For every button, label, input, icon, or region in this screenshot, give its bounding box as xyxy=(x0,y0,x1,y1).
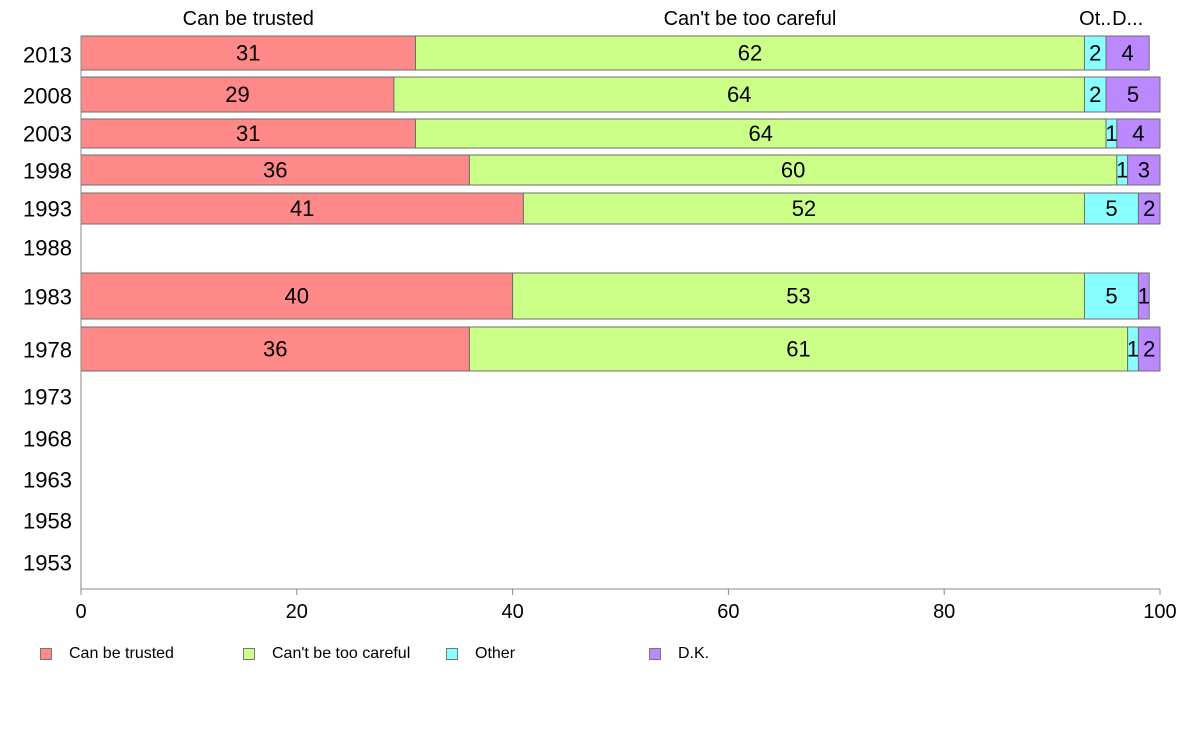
legend-swatch-other xyxy=(446,648,458,660)
value-label-other-1993: 5 xyxy=(1105,196,1117,221)
bar-d-k-1998 xyxy=(1127,154,1161,186)
x-tick-label-40: 40 xyxy=(501,601,523,623)
x-tick-label-60: 60 xyxy=(717,601,739,623)
bar-can-be-trusted-2013 xyxy=(80,35,416,71)
value-label-can-be-trusted-1998: 36 xyxy=(263,158,287,183)
bar-can-be-trusted-2008 xyxy=(80,76,395,113)
bar-other-1993 xyxy=(1083,192,1139,225)
category-label-1958: 1958 xyxy=(23,509,72,534)
value-label-can-t-be-too-careful-1993: 52 xyxy=(792,196,816,221)
bar-can-t-be-too-careful-1983 xyxy=(512,272,1085,320)
bar-can-be-trusted-1978 xyxy=(80,326,470,372)
x-tick-label-20: 20 xyxy=(286,601,308,623)
category-label-1953: 1953 xyxy=(23,551,72,576)
value-label-d-k-1978: 2 xyxy=(1143,337,1155,362)
legend-item-other: Other xyxy=(446,644,515,664)
stacked-bar-chart: Can be trusted Can't be too careful Ot.. D.… xyxy=(23,8,1177,623)
bar-other-1983 xyxy=(1083,272,1139,320)
legend-label: D.K. xyxy=(678,645,710,662)
bar-d-k-2003 xyxy=(1116,118,1161,149)
value-label-d-k-2008: 5 xyxy=(1127,82,1139,107)
category-label-1963: 1963 xyxy=(23,468,72,493)
legend-swatch-can-be-trusted xyxy=(40,648,52,660)
value-label-other-2008: 2 xyxy=(1089,82,1101,107)
legend-label: Other xyxy=(475,645,516,662)
bar-can-be-trusted-1983 xyxy=(80,272,514,320)
x-tick-label-0: 0 xyxy=(75,601,86,623)
category-label-1973: 1973 xyxy=(23,385,72,410)
category-label-1983: 1983 xyxy=(23,285,72,310)
value-label-d-k-2003: 4 xyxy=(1132,121,1144,146)
value-label-can-be-trusted-2008: 29 xyxy=(225,82,249,107)
value-label-d-k-1993: 2 xyxy=(1143,196,1155,221)
value-label-other-1983: 5 xyxy=(1105,284,1117,309)
value-label-d-k-1998: 3 xyxy=(1138,158,1150,183)
bar-can-t-be-too-careful-2003 xyxy=(414,118,1107,149)
category-label-1988: 1988 xyxy=(23,236,72,261)
bar-can-be-trusted-2003 xyxy=(80,118,416,149)
category-label-1968: 1968 xyxy=(23,427,72,452)
value-label-can-be-trusted-2003: 31 xyxy=(236,121,260,146)
value-label-can-be-trusted-1993: 41 xyxy=(290,196,314,221)
column-header-d-k: D... xyxy=(1112,8,1143,30)
value-label-can-t-be-too-careful-2003: 64 xyxy=(749,121,773,146)
value-label-can-t-be-too-careful-1978: 61 xyxy=(786,337,810,362)
value-label-can-be-trusted-1978: 36 xyxy=(263,337,287,362)
value-label-other-2013: 2 xyxy=(1089,41,1101,66)
value-label-other-2003: 1 xyxy=(1105,121,1117,146)
legend-item-can-be-trusted: Can be trusted xyxy=(40,644,174,664)
legend-label: Can't be too careful xyxy=(272,645,411,662)
category-label-2013: 2013 xyxy=(23,43,72,68)
bar-can-t-be-too-careful-1993 xyxy=(522,192,1085,225)
value-label-can-be-trusted-2013: 31 xyxy=(236,41,260,66)
bar-can-be-trusted-1998 xyxy=(80,154,470,186)
bar-can-t-be-too-careful-2013 xyxy=(414,35,1085,71)
column-header-can-be-trusted: Can be trusted xyxy=(183,8,314,30)
value-label-can-t-be-too-careful-2008: 64 xyxy=(727,82,751,107)
value-label-can-t-be-too-careful-2013: 62 xyxy=(738,41,762,66)
value-label-can-t-be-too-careful-1998: 60 xyxy=(781,158,805,183)
bar-d-k-1978 xyxy=(1137,326,1161,372)
legend-item-dk: D.K. xyxy=(649,644,709,664)
value-label-d-k-2013: 4 xyxy=(1122,41,1134,66)
column-header-can-t-be-too-careful: Can't be too careful xyxy=(664,8,837,30)
x-tick-label-100: 100 xyxy=(1143,601,1176,623)
category-label-1998: 1998 xyxy=(23,159,72,184)
legend-swatch-cant-be-too-careful xyxy=(243,648,255,660)
value-label-can-be-trusted-1983: 40 xyxy=(285,284,309,309)
category-label-1993: 1993 xyxy=(23,197,72,222)
legend-label: Can be trusted xyxy=(69,645,174,662)
legend-swatch-dk xyxy=(649,648,661,660)
bar-d-k-2013 xyxy=(1105,35,1150,71)
value-label-other-1978: 1 xyxy=(1127,337,1139,362)
value-label-d-k-1983: 1 xyxy=(1138,284,1150,309)
category-label-1978: 1978 xyxy=(23,338,72,363)
category-label-2003: 2003 xyxy=(23,122,72,147)
category-label-2008: 2008 xyxy=(23,84,72,109)
bar-can-t-be-too-careful-1998 xyxy=(468,154,1118,186)
legend: Can be trusted Can't be too careful Othe… xyxy=(40,644,800,664)
bar-can-t-be-too-careful-2008 xyxy=(393,76,1085,113)
value-label-other-1998: 1 xyxy=(1116,158,1128,183)
column-header-other: Ot.. xyxy=(1079,8,1111,30)
bar-d-k-1983 xyxy=(1137,272,1150,320)
bar-d-k-1993 xyxy=(1137,192,1161,225)
value-label-can-t-be-too-careful-1983: 53 xyxy=(786,284,810,309)
legend-item-cant-be-too-careful: Can't be too careful xyxy=(243,644,410,664)
bar-d-k-2008 xyxy=(1105,76,1161,113)
bar-can-t-be-too-careful-1978 xyxy=(468,326,1129,372)
x-tick-label-80: 80 xyxy=(933,601,955,623)
